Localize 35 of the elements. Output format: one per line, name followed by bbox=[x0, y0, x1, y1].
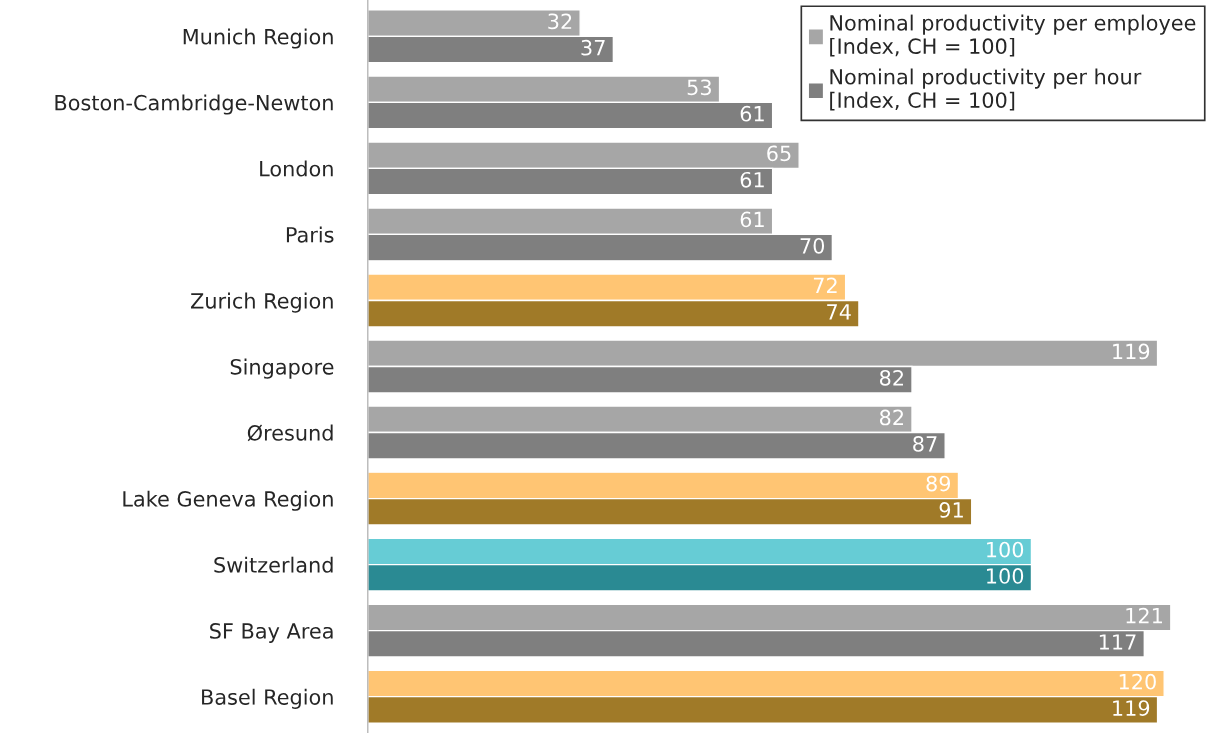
y-tick-label: London bbox=[260, 160, 333, 177]
y-tick-label: Singapore bbox=[230, 358, 334, 379]
data-label: 87 bbox=[913, 436, 937, 452]
data-label: 65 bbox=[767, 145, 791, 162]
y-tick-label: Paris bbox=[286, 226, 334, 243]
y-tick-label: Munich Region bbox=[183, 28, 333, 49]
y-tick-label: Øresund bbox=[247, 424, 333, 442]
data-label: 72 bbox=[813, 277, 837, 294]
legend-label: Nominal productivity per hour [Index, CH = 100] bbox=[830, 68, 1142, 111]
data-label: 70 bbox=[800, 237, 825, 254]
data-label: 117 bbox=[1099, 634, 1136, 650]
data-label: 100 bbox=[987, 568, 1024, 584]
data-label: 121 bbox=[1126, 607, 1162, 624]
legend-label: Nominal productivity per employee [Index, CH = 100] bbox=[830, 14, 1196, 57]
y-tick-label: Switzerland bbox=[214, 556, 333, 573]
y-tick-label: Boston-Cambridge-Newton bbox=[55, 94, 333, 115]
data-label: 119 bbox=[1113, 343, 1150, 360]
data-label: 53 bbox=[687, 79, 711, 96]
data-label: 74 bbox=[827, 304, 851, 320]
data-label: 61 bbox=[740, 105, 764, 122]
y-tick-label: SF Bay Area bbox=[210, 623, 333, 643]
data-label: 32 bbox=[548, 13, 572, 30]
data-label: 82 bbox=[879, 409, 903, 426]
data-label: 89 bbox=[926, 475, 951, 492]
data-label: 61 bbox=[740, 211, 764, 228]
data-label: 119 bbox=[1113, 700, 1150, 716]
data-label: 82 bbox=[879, 369, 903, 386]
data-label: 91 bbox=[939, 502, 963, 518]
data-label: 100 bbox=[987, 541, 1024, 558]
y-tick-label: Lake Geneva Region bbox=[123, 490, 333, 511]
data-label: 61 bbox=[740, 171, 764, 188]
data-label: 120 bbox=[1119, 673, 1156, 690]
y-tick-label: Basel Region bbox=[202, 688, 333, 709]
y-tick-label: Zurich Region bbox=[191, 292, 333, 313]
data-label: 37 bbox=[581, 39, 605, 56]
